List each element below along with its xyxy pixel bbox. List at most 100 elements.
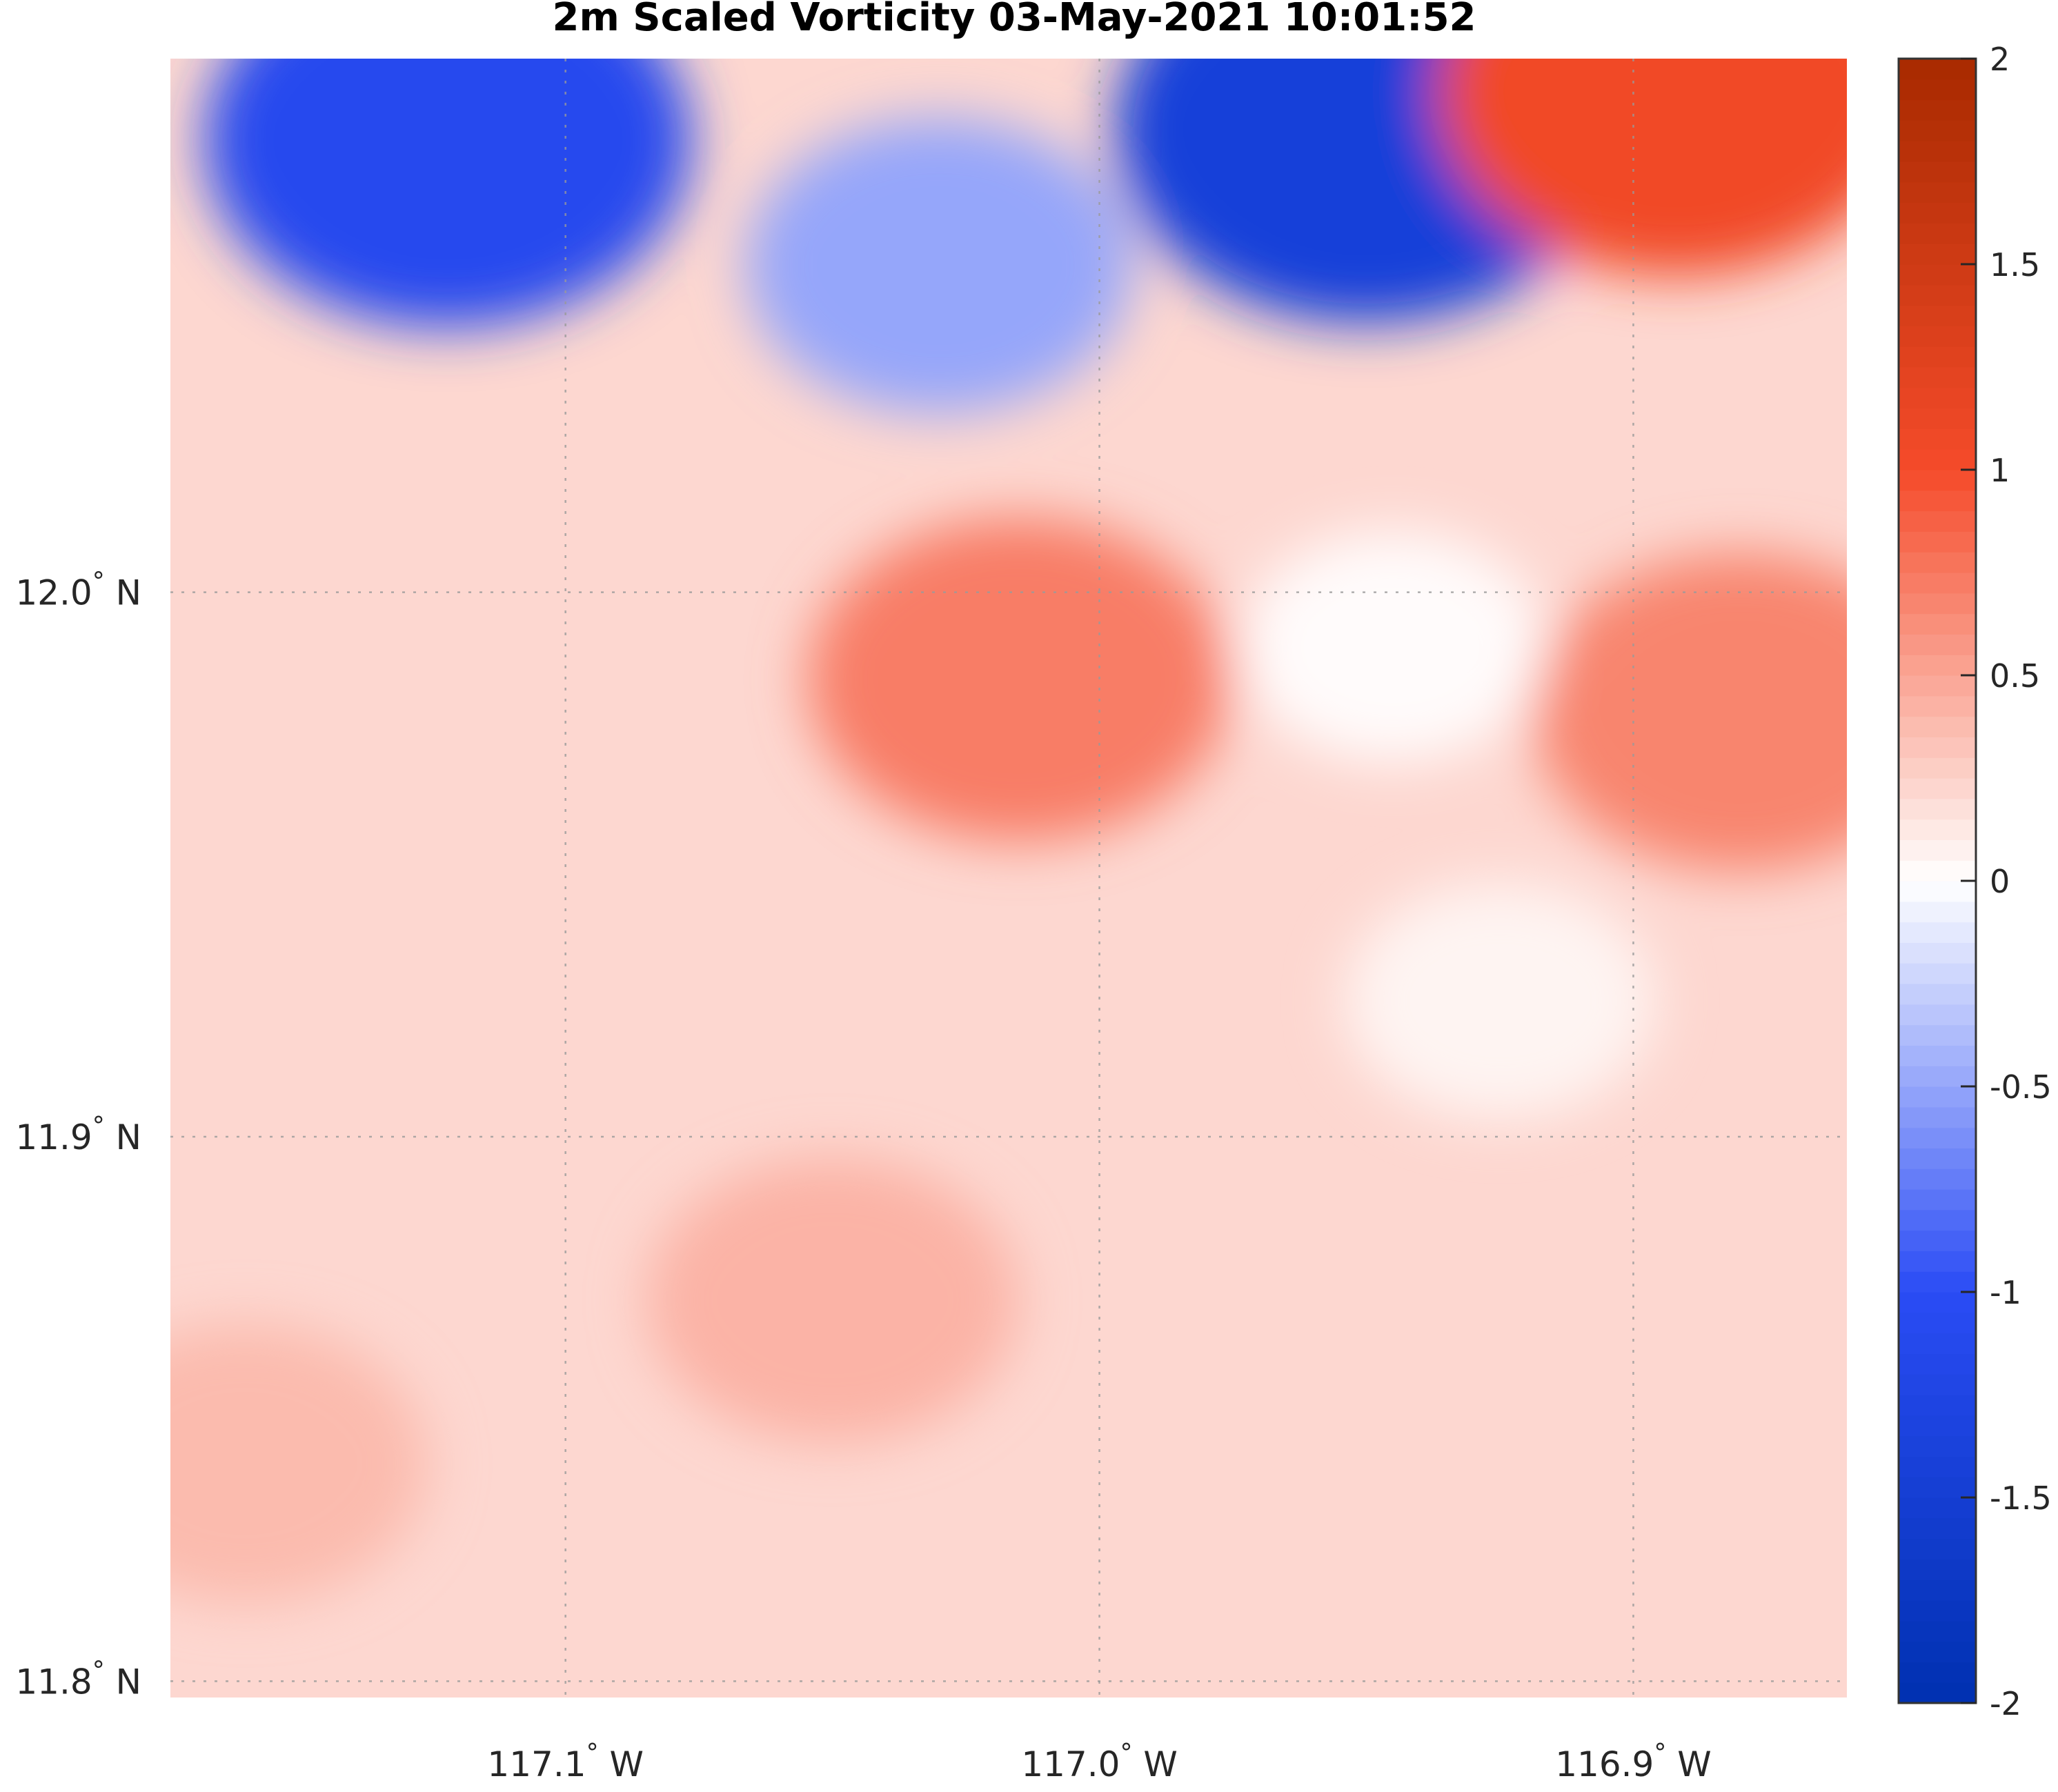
colorbar-band — [1899, 1106, 1976, 1128]
vorticity-feature-positive-4 — [808, 517, 1231, 842]
colorbar-band — [1899, 1353, 1976, 1375]
colorbar-band — [1899, 1374, 1976, 1395]
colorbar: 2 1.5 1 0.5 0 -0.5 -1 -1.5 -2 — [1897, 41, 2052, 1722]
colorbar-band — [1899, 1024, 1976, 1046]
colorbar-band — [1899, 1127, 1976, 1148]
colorbar-band — [1899, 387, 1976, 409]
vorticity-feature-positive-3 — [1437, 59, 1847, 275]
colorbar-band — [1899, 798, 1976, 820]
vorticity-feature-near-zero-6 — [1240, 530, 1546, 763]
colorbar-band — [1899, 737, 1976, 758]
colorbar-band — [1899, 1271, 1976, 1293]
colorbar-band — [1899, 264, 1976, 286]
colorbar-band — [1899, 1333, 1976, 1354]
colorbar-band — [1899, 367, 1976, 388]
vorticity-feature-negative-2 — [746, 118, 1132, 413]
colorbar-band — [1899, 141, 1976, 162]
colorbar-band — [1899, 573, 1976, 594]
colorbar-band — [1899, 655, 1976, 676]
y-tick-label-1: 11.9° N — [15, 1112, 141, 1157]
colorbar-band — [1899, 593, 1976, 615]
colorbar-band — [1899, 305, 1976, 326]
colorbar-band — [1899, 428, 1976, 450]
colorbar-band — [1899, 1045, 1976, 1066]
colorbar-band — [1899, 59, 1976, 80]
colorbar-band — [1899, 613, 1976, 635]
y-tick-label-2: 12.0° N — [15, 568, 141, 613]
colorbar-band — [1899, 161, 1976, 183]
colorbar-band — [1899, 1477, 1976, 1498]
colorbar-band — [1899, 1662, 1976, 1683]
y-tick-label-0: 11.8° N — [15, 1656, 141, 1702]
colorbar-band — [1899, 1600, 1976, 1622]
colorbar-tick-label-3: 0.5 — [1990, 657, 2040, 695]
colorbar-band — [1899, 1415, 1976, 1437]
colorbar-band — [1899, 860, 1976, 882]
colorbar-band — [1899, 223, 1976, 244]
colorbar-band — [1899, 819, 1976, 840]
colorbar-band — [1899, 1004, 1976, 1026]
colorbar-tick-label-5: -0.5 — [1990, 1068, 2052, 1106]
colorbar-band — [1899, 1209, 1976, 1231]
colorbar-band — [1899, 490, 1976, 512]
colorbar-band — [1899, 99, 1976, 121]
vorticity-feature-positive-8 — [646, 1157, 1019, 1442]
colorbar-band — [1899, 1517, 1976, 1540]
colorbar-band — [1899, 202, 1976, 223]
colorbar-tick-label-0: 2 — [1990, 41, 2010, 78]
colorbar-band — [1899, 326, 1976, 347]
colorbar-band — [1899, 1189, 1976, 1211]
colorbar-tick-label-6: -1 — [1990, 1274, 2021, 1311]
colorbar-band — [1899, 470, 1976, 491]
colorbar-band — [1899, 1395, 1976, 1416]
colorbar-bands — [1899, 59, 1976, 1704]
colorbar-tick-label-1: 1.5 — [1990, 246, 2040, 283]
colorbar-tick-label-8: -2 — [1990, 1685, 2021, 1722]
chart-title: 2m Scaled Vorticity 03-May-2021 10:01:52 — [552, 0, 1476, 40]
colorbar-band — [1899, 243, 1976, 265]
vorticity-feature-positive-5 — [1532, 552, 1847, 872]
colorbar-band — [1899, 79, 1976, 101]
colorbar-band — [1899, 1086, 1976, 1108]
colorbar-band — [1899, 120, 1976, 141]
colorbar-band — [1899, 284, 1976, 306]
colorbar-band — [1899, 778, 1976, 799]
colorbar-band — [1899, 1559, 1976, 1580]
colorbar-band — [1899, 839, 1976, 861]
colorbar-band — [1899, 408, 1976, 429]
colorbar-band — [1899, 1251, 1976, 1272]
colorbar-tick-label-7: -1.5 — [1990, 1480, 2052, 1517]
colorbar-band — [1899, 881, 1976, 902]
colorbar-band — [1899, 1312, 1976, 1334]
vorticity-field — [170, 59, 1847, 1603]
vorticity-contours — [170, 59, 1847, 1603]
colorbar-band — [1899, 1230, 1976, 1251]
colorbar-band — [1899, 922, 1976, 943]
colorbar-band — [1899, 1148, 1976, 1169]
colorbar-band — [1899, 963, 1976, 984]
y-axis-ticks: 11.8° N 11.9° N 12.0° N — [15, 568, 141, 1702]
vorticity-feature-positive-9 — [170, 1324, 428, 1603]
colorbar-band — [1899, 695, 1976, 717]
colorbar-band — [1899, 1682, 1976, 1704]
x-tick-label-2: 116.9° W — [1555, 1739, 1711, 1784]
colorbar-band — [1899, 942, 1976, 964]
colorbar-band — [1899, 716, 1976, 737]
plot-area — [170, 59, 1847, 1698]
colorbar-band — [1899, 1580, 1976, 1601]
colorbar-tick-label-2: 1 — [1990, 452, 2010, 489]
colorbar-band — [1899, 1066, 1976, 1087]
colorbar-band — [1899, 449, 1976, 470]
colorbar-band — [1899, 346, 1976, 368]
colorbar-band — [1899, 1435, 1976, 1457]
colorbar-band — [1899, 1641, 1976, 1662]
colorbar-tick-label-4: 0 — [1990, 863, 2010, 900]
x-axis-ticks: 117.1° W 117.0° W 116.9° W — [487, 1739, 1711, 1784]
colorbar-band — [1899, 757, 1976, 779]
colorbar-band — [1899, 1168, 1976, 1190]
colorbar-band — [1899, 1620, 1976, 1642]
colorbar-band — [1899, 1456, 1976, 1477]
colorbar-band — [1899, 634, 1976, 655]
colorbar-band — [1899, 510, 1976, 532]
